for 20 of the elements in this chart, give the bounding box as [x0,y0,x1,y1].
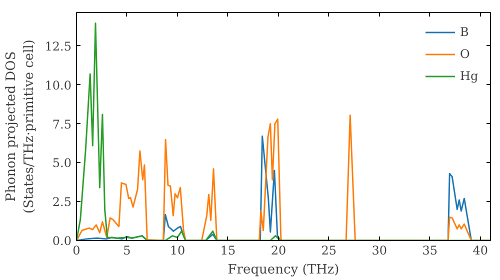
y-tick-label: 0.0 [52,234,72,248]
y-tick-label: 10.0 [44,78,72,92]
x-axis-title: Frequency (THz) [228,262,340,278]
x-tick-label: 5 [123,244,131,258]
x-tick-label: 25 [321,244,337,258]
y-tick-label: 5.0 [52,156,72,170]
legend-label: B [460,25,470,39]
x-tick-label: 0 [72,244,80,258]
x-tick-label: 20 [270,244,286,258]
x-tick-label: 40 [472,244,488,258]
legend-label: Hg [460,69,480,83]
x-tick-label: 30 [372,244,388,258]
x-tick-label: 10 [170,244,186,258]
y-tick-label: 7.5 [52,117,72,132]
y-tick-label: 12.5 [44,39,72,54]
y-tick-label: 2.5 [52,195,72,210]
x-tick-label: 15 [220,244,236,258]
y-axis-title: Phonon projected DOS (States/THz·primitive cell) [4,39,37,214]
x-tick-label: 35 [422,244,438,258]
legend-label: O [460,47,471,61]
